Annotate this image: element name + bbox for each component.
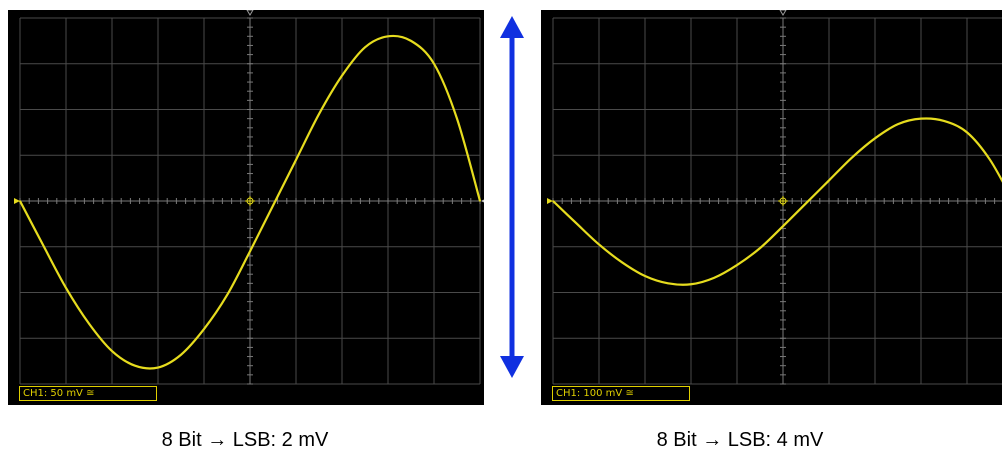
channel-label-left: CH1: 50 mV ≅: [19, 386, 157, 401]
waveform-sample-point: [364, 46, 366, 49]
waveform-sample-point: [690, 283, 692, 286]
waveform-sample-point: [88, 322, 90, 325]
arrow-head-up: [500, 16, 524, 38]
trigger-level-marker-icon: [481, 199, 484, 203]
waveform-sample-point: [828, 179, 830, 182]
waveform-sample-point: [341, 74, 343, 77]
arrow-head-down: [500, 356, 524, 378]
center-axes: [552, 17, 1002, 385]
caption-right: 8 Bit → LSB: 4 mV: [656, 429, 824, 451]
waveform-sample-point: [644, 275, 646, 277]
trigger-point-crosshair-icon: [778, 196, 788, 206]
waveform-sample-point: [65, 287, 67, 289]
waveform-sample-point: [203, 328, 205, 330]
oscilloscope-plot-left: [14, 10, 484, 385]
waveform-sample-point: [295, 159, 297, 161]
waveform-sample-point: [782, 225, 784, 227]
waveform-sample-point: [226, 294, 228, 297]
waveform-samples: [19, 35, 481, 369]
oscilloscope-plot-right: [547, 10, 1002, 385]
waveform-sample-point: [387, 35, 389, 38]
waveform-sample-point: [989, 159, 991, 161]
waveform-sample-point: [621, 261, 623, 264]
waveform-sample-point: [943, 120, 945, 122]
waveform-sample-point: [759, 247, 761, 249]
trigger-point-crosshair-icon: [245, 196, 255, 206]
waveform-sample-point: [111, 350, 113, 352]
waveform-sample-point: [180, 353, 182, 356]
waveform-sample-point: [318, 113, 320, 115]
waveform-sample-point: [42, 244, 44, 246]
waveform-sample-point: [851, 156, 853, 159]
waveform-trace: [552, 117, 1002, 286]
channel-label-right: CH1: 100 mV ≅: [552, 386, 690, 401]
waveform-sample-point: [157, 366, 159, 369]
waveform-sample-point: [874, 137, 876, 140]
oscilloscope-screen-100mv: CH1: 100 mV ≅: [541, 10, 1002, 405]
oscilloscope-screen-50mv: CH1: 50 mV ≅: [8, 10, 484, 405]
waveform-sample-point: [479, 200, 481, 202]
waveform-sample-point: [713, 277, 715, 279]
trigger-position-marker-icon: [246, 10, 254, 16]
waveform-sample-point: [456, 117, 458, 120]
waveform-sample-point: [134, 364, 136, 367]
channel-ground-marker-icon: [547, 198, 553, 204]
waveform-sample-point: [552, 200, 554, 202]
channel-ground-marker-icon: [14, 198, 20, 204]
caption-left: 8 Bit → LSB: 2 mV: [161, 429, 329, 451]
waveform-sample-point: [805, 202, 807, 205]
waveform-sample-point: [433, 62, 435, 65]
waveform-sample-point: [575, 222, 577, 224]
waveform-sample-point: [272, 204, 274, 207]
waveform-sample-point: [410, 40, 412, 42]
trigger-position-marker-icon: [779, 10, 787, 16]
waveform-sample-point: [736, 264, 738, 266]
waveform-sample-point: [920, 117, 922, 120]
waveform-sample-point: [19, 200, 21, 202]
waveform-sample-point: [667, 282, 669, 285]
waveform-sample-point: [966, 131, 968, 134]
vertical-double-arrow-icon: [500, 16, 524, 378]
waveform-sample-point: [897, 123, 899, 125]
waveform-samples: [552, 117, 991, 286]
waveform-sample-point: [249, 250, 251, 253]
waveform-sample-point: [598, 243, 600, 246]
